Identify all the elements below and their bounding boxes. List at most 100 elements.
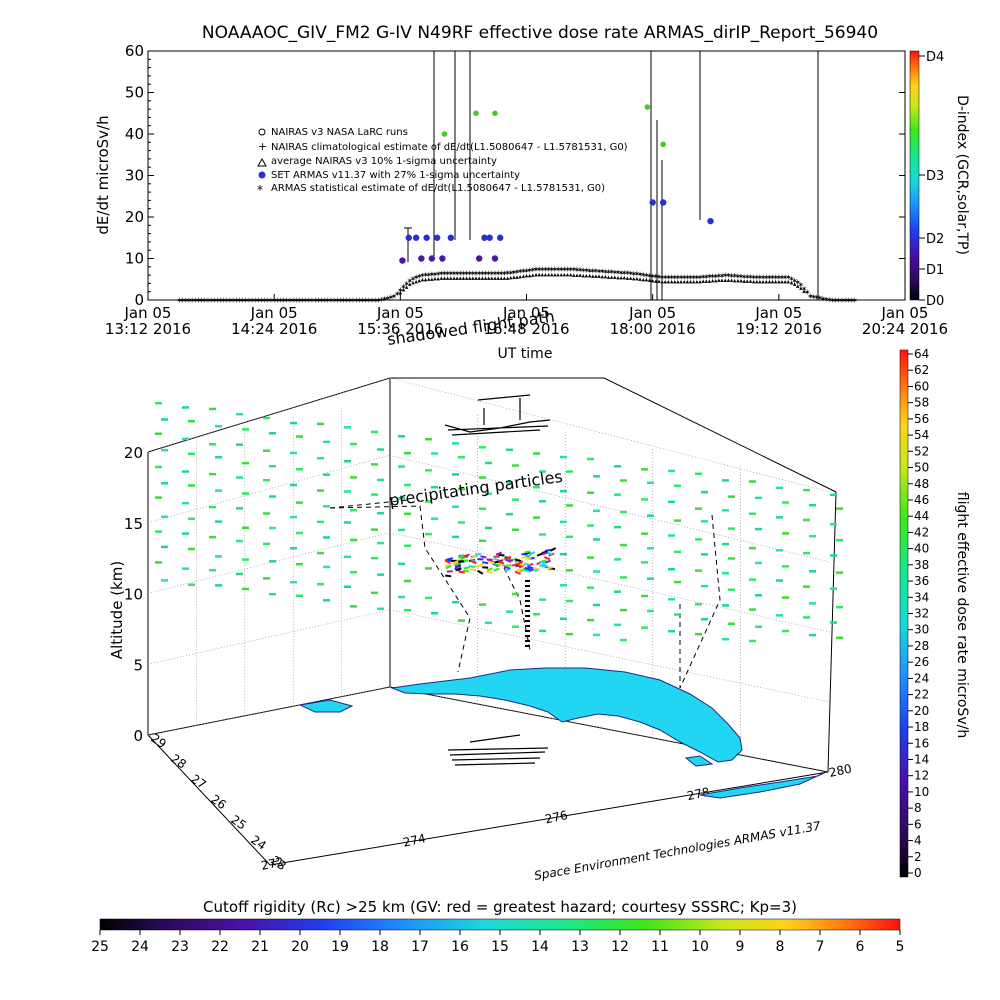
colorbar-tick-label: 5: [896, 939, 905, 955]
nairas-uncertainty-point: ▴: [790, 279, 794, 287]
nairas-point: ✶: [277, 296, 284, 305]
nairas-point: ✶: [690, 273, 697, 282]
nairas-uncertainty-point: ▴: [758, 278, 762, 286]
dose-arrow: [431, 612, 438, 615]
dose-arrow: [296, 531, 303, 535]
nairas-uncertainty-point: ▴: [462, 274, 466, 282]
cluster-mark: [525, 556, 532, 560]
nairas-point: ✶: [731, 272, 738, 281]
nairas-point: ✶: [425, 270, 432, 279]
dose-rate-colorbar-ticks: 0246810121416182022242628303234363840424…: [908, 347, 929, 880]
dose-arrow: [377, 478, 384, 482]
dose-arrow: [350, 442, 357, 446]
dose-arrow: [620, 510, 627, 514]
nairas-uncertainty-point: ▴: [534, 271, 538, 279]
nairas-point: ✶: [561, 265, 568, 274]
shadow-hatch: [447, 734, 549, 766]
dose-arrow: [161, 418, 168, 421]
nairas-point: ✶: [829, 296, 836, 305]
dose-arrow: [290, 483, 297, 487]
nairas-point: ✶: [495, 269, 502, 278]
nairas-uncertainty-point: ▴: [600, 272, 604, 280]
colorbar-tick-label: 11: [651, 939, 669, 955]
nairas-point: ✶: [791, 276, 798, 285]
nairas-point: ✶: [823, 295, 830, 304]
nairas-point: ✶: [552, 265, 559, 274]
dose-arrow: [236, 572, 243, 576]
dose-arrow: [425, 596, 432, 600]
dose-arrow: [182, 501, 189, 505]
dose-arrow: [479, 603, 486, 606]
dose-arrow: [620, 608, 627, 612]
dose-arrow: [749, 546, 756, 550]
dose-arrow: [398, 435, 405, 438]
nairas-uncertainty-point: ▴: [742, 277, 746, 285]
gridline: [147, 686, 391, 736]
nairas-uncertainty-point: ▴: [449, 274, 453, 282]
dose-arrow: [614, 558, 621, 561]
dose-arrow: [452, 535, 459, 539]
dose-arrow: [776, 614, 783, 617]
nairas-uncertainty-point: ▴: [673, 278, 677, 286]
colorbar-tick-label: 44: [914, 509, 929, 523]
armas-point: [418, 255, 425, 262]
colorbar-tick-label: 18: [914, 720, 929, 734]
dose-arrow: [695, 538, 702, 541]
dose-arrow: [155, 530, 162, 533]
nairas-uncertainty-point: ▴: [660, 277, 664, 285]
nairas-point: ✶: [813, 293, 820, 302]
nairas-point: ✶: [747, 273, 754, 282]
nairas-point: ✶: [192, 296, 199, 305]
dose-arrow: [344, 426, 351, 429]
dose-arrow: [155, 401, 162, 405]
dose-arrow: [344, 585, 351, 589]
nairas-point: ✶: [233, 296, 240, 305]
dose-arrow: [182, 437, 189, 441]
legend-label: NAIRAS v3 NASA LaRC runs: [271, 127, 408, 138]
colorbar-tick-label: 19: [331, 939, 349, 955]
nairas-uncertainty-point: ▴: [537, 271, 541, 279]
nairas-point: ✶: [722, 271, 729, 280]
colorbar-tick-label: D3: [926, 169, 944, 184]
dose-arrow: [485, 461, 492, 465]
dose-arrow: [155, 432, 162, 435]
nairas-uncertainty-point: ▴: [436, 274, 440, 282]
dose-arrow: [452, 442, 459, 445]
nairas-uncertainty-point: ▴: [506, 274, 510, 282]
legend-item-nairas-uncertainty: average NAIRAS v3 10% 1-sigma uncertaint…: [257, 156, 497, 167]
nairas-point: ✶: [220, 296, 227, 305]
x-tick-label: 14:24 2016: [231, 320, 317, 338]
nairas-point: ✶: [296, 296, 303, 305]
dose-arrow: [560, 520, 567, 524]
nairas-point: ✶: [214, 296, 221, 305]
nairas-point: ✶: [649, 272, 656, 281]
nairas-point: ✶: [274, 296, 281, 305]
nairas-uncertainty-point: ▴: [645, 276, 649, 284]
nairas-uncertainty-point: ▴: [667, 278, 671, 286]
dose-arrow: [398, 528, 405, 532]
dose-arrow: [587, 491, 594, 494]
dose-arrow: [755, 594, 762, 597]
dose-arrow: [371, 463, 378, 466]
nairas-point: ✶: [224, 296, 231, 305]
descent-mark: [525, 635, 530, 637]
nairas-uncertainty-point: ▴: [471, 274, 475, 282]
dose-arrow: [188, 547, 195, 551]
dose-rate-colorbar: [899, 349, 909, 878]
nairas-point: ✶: [593, 267, 600, 276]
dose-arrow: [512, 625, 519, 629]
colorbar-tick-label: 20: [914, 704, 929, 718]
cluster-mark: [486, 570, 493, 574]
colorbar-tick-label: 4: [914, 834, 922, 848]
descent-mark: [525, 615, 530, 617]
altitude-tick-label: 15: [124, 515, 143, 533]
cluster-mark: [495, 551, 503, 556]
dose-arrow: [809, 570, 816, 573]
nairas-point: ✶: [473, 269, 480, 278]
nairas-point: ✶: [236, 296, 243, 305]
descent-mark: [525, 645, 530, 647]
nairas-uncertainty-point: ▴: [768, 278, 772, 286]
nairas-point: ✶: [517, 267, 524, 276]
dose-arrow: [782, 596, 789, 599]
cluster-mark: [524, 562, 531, 567]
